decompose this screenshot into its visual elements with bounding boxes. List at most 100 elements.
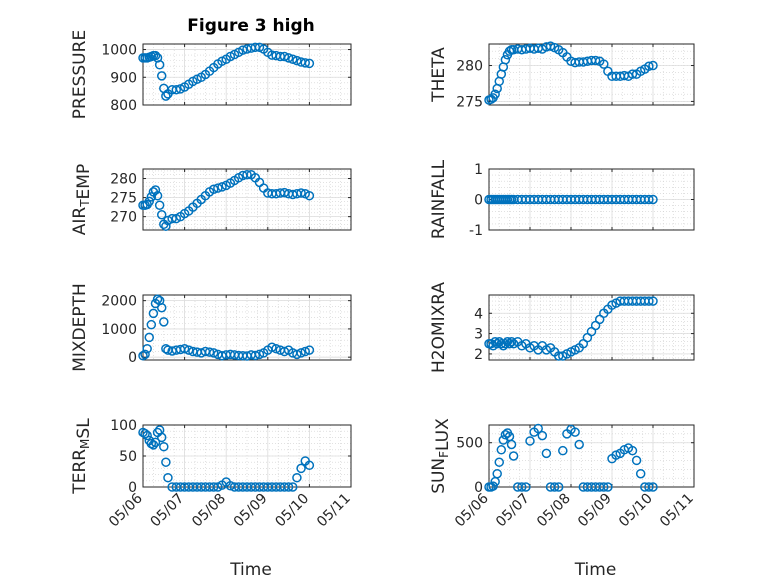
y-axis-label: PRESSURE — [70, 30, 90, 119]
data-point — [304, 58, 315, 69]
data-point — [300, 346, 310, 357]
data-point — [502, 336, 513, 347]
subplot-terr-msl: 0 50 100 TERRMSL 05/06 05/07 05/08 05/09 05/10 05… — [70, 418, 354, 580]
data-point — [140, 428, 150, 439]
data-point — [296, 348, 306, 358]
data-point — [154, 200, 165, 210]
y-tick-label: 0 — [128, 350, 137, 366]
y-tick-label: 500 — [456, 436, 483, 452]
data-point — [506, 336, 517, 347]
y-axis-label: AIRTEMP — [70, 164, 94, 235]
data-point — [156, 302, 167, 313]
x-tick-label: 05/08 — [534, 491, 574, 531]
subplot-rainfall: -1 0 1 RAINFALL — [429, 159, 695, 239]
data-point — [184, 345, 194, 355]
y-tick-label: 2000 — [101, 294, 137, 310]
data-point — [179, 343, 190, 354]
data-point — [506, 439, 517, 450]
y-tick-label: 2 — [474, 347, 483, 363]
data-point — [490, 89, 500, 99]
data-point — [292, 472, 302, 483]
data-point — [525, 436, 535, 446]
data-point — [156, 210, 167, 220]
data-point — [648, 482, 658, 492]
data-point — [304, 460, 315, 471]
y-tick-label: 0 — [128, 480, 137, 496]
y-tick-label: 280 — [456, 59, 483, 75]
data-point — [161, 343, 171, 354]
data-point — [148, 440, 159, 450]
data-point — [152, 294, 163, 304]
axes-box — [142, 43, 352, 106]
data-point — [217, 182, 227, 192]
y-axis-label: THETA — [429, 47, 449, 103]
data-point — [150, 437, 161, 448]
data-point — [296, 188, 306, 198]
data-point — [490, 336, 500, 347]
x-axis-label: Time — [229, 560, 272, 580]
axes-box — [142, 168, 352, 231]
data-point — [161, 221, 171, 231]
data-point — [279, 51, 290, 62]
subplot-pressure: 800 900 1000 PRESSURE — [70, 30, 352, 119]
data-point — [254, 349, 265, 360]
data-point — [159, 317, 169, 327]
data-point — [163, 472, 173, 483]
data-point — [156, 71, 167, 81]
y-tick-label: 100 — [110, 418, 137, 434]
y-tick-label: 1000 — [101, 43, 137, 59]
x-tick-label: 05/08 — [189, 491, 229, 531]
subplot-theta: 275 280 THETA — [429, 41, 695, 110]
y-tick-label: -1 — [469, 223, 483, 239]
data-point — [208, 184, 219, 194]
x-tick-label: 05/09 — [231, 491, 271, 531]
data-point — [553, 482, 564, 492]
y-tick-label: 270 — [110, 210, 137, 226]
data-point — [644, 482, 654, 492]
data-point — [146, 319, 157, 330]
y-tick-label: 275 — [110, 191, 137, 207]
y-tick-label: 0 — [474, 193, 483, 209]
data-point — [494, 457, 504, 467]
figure-title: Figure 3 high — [187, 16, 315, 36]
data-point — [142, 430, 152, 441]
data-point — [140, 349, 150, 360]
data-point — [144, 196, 154, 207]
y-axis-label: H2OMIXRA — [429, 282, 449, 373]
x-tick-label: 05/07 — [493, 491, 533, 531]
axes-box — [488, 43, 695, 106]
data-point — [644, 296, 654, 306]
data-point — [161, 91, 171, 101]
data-point — [627, 445, 638, 456]
data-point — [250, 350, 261, 361]
data-point — [254, 42, 265, 53]
data-point — [599, 482, 609, 492]
subplot-air-temp: 270 275 280 AIRTEMP — [70, 164, 352, 235]
data-point — [304, 190, 315, 201]
data-point — [517, 482, 527, 492]
x-axis-label: Time — [574, 560, 617, 580]
data-point — [648, 194, 658, 205]
data-point — [292, 349, 302, 360]
x-tick-label: 05/09 — [575, 491, 615, 531]
subplot-mixdepth: 0 1000 2000 MIXDEPTH — [70, 283, 352, 372]
subplot-h2omixra: 2 3 4 H2OMIXRA — [429, 282, 695, 373]
y-tick-label: 280 — [110, 172, 137, 188]
data-point — [161, 457, 171, 467]
data-point — [154, 60, 165, 70]
y-tick-label: 0 — [474, 480, 483, 496]
y-axis-label: MIXDEPTH — [70, 283, 90, 372]
y-tick-label: 900 — [110, 70, 137, 86]
data-point — [152, 190, 163, 201]
y-tick-label: 275 — [456, 94, 483, 110]
data-point — [288, 482, 298, 492]
data-point — [283, 53, 294, 63]
data-point — [648, 296, 658, 306]
data-point — [300, 58, 310, 68]
data-point — [599, 59, 609, 69]
y-tick-label: 1000 — [101, 322, 137, 338]
data-point — [496, 445, 507, 455]
data-point — [242, 169, 252, 180]
